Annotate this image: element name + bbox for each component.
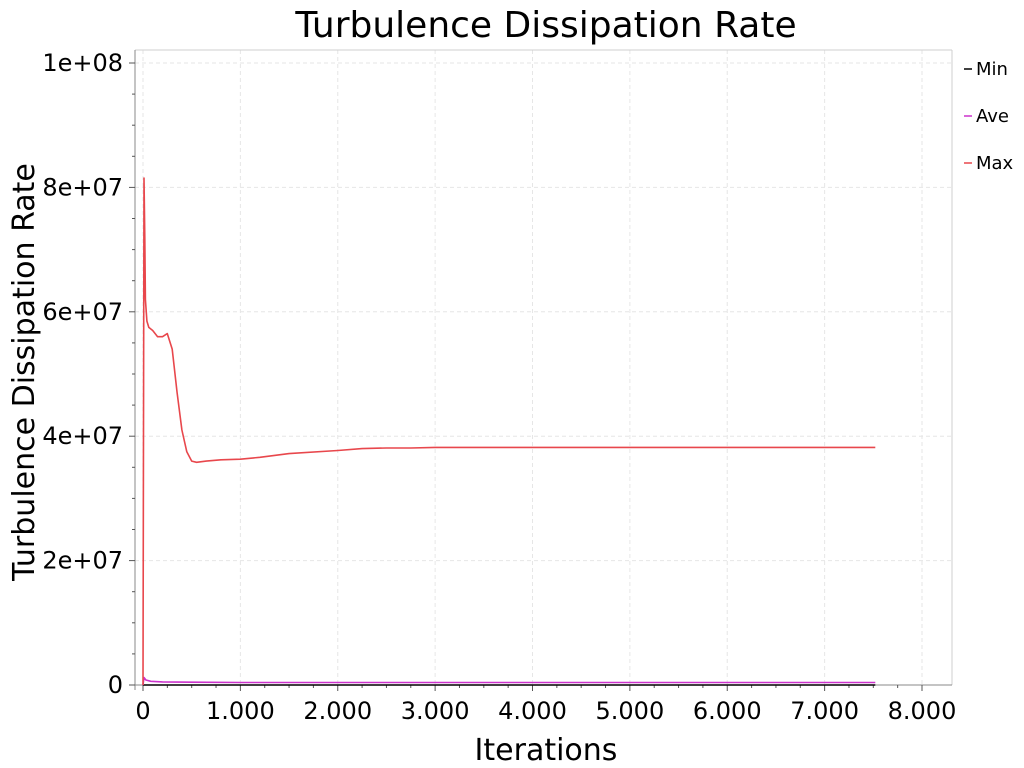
y-tick-label: 0 <box>108 671 123 699</box>
plot-area <box>130 49 953 690</box>
y-axis-label: Turbulence Dissipation Rate <box>7 163 42 582</box>
x-tick-label: 4.000 <box>498 697 567 725</box>
y-tick-label: 2e+07 <box>42 547 123 575</box>
x-tick-label: 0 <box>135 697 150 725</box>
y-tick-label: 8e+07 <box>42 173 123 201</box>
x-axis-label: Iterations <box>475 733 618 768</box>
x-tick-label: 6.000 <box>693 697 762 725</box>
legend-label-ave: Ave <box>976 106 1009 127</box>
x-tick-label: 3.000 <box>401 697 470 725</box>
y-axis: 0 2e+07 4e+07 6e+07 8e+07 1e+08 <box>42 49 135 699</box>
x-tick-label: 2.000 <box>303 697 372 725</box>
legend: Min Ave Max <box>964 59 1014 174</box>
y-tick-label: 6e+07 <box>42 298 123 326</box>
y-tick-label: 4e+07 <box>42 422 123 450</box>
series-layer <box>142 177 876 686</box>
x-tick-label: 7.000 <box>790 697 859 725</box>
series-line-ave <box>142 676 876 686</box>
x-tick-label: 1.000 <box>206 697 275 725</box>
series-line-max <box>142 177 876 686</box>
chart-title: Turbulence Dissipation Rate <box>294 5 796 46</box>
y-tick-label: 1e+08 <box>42 49 123 77</box>
x-axis: 0 1.000 2.000 3.000 4.000 5.000 6.000 7.000 8.00… <box>135 685 956 725</box>
x-tick-label: 8.000 <box>888 697 957 725</box>
x-tick-label: 5.000 <box>596 697 665 725</box>
legend-label-max: Max <box>976 153 1014 174</box>
legend-label-min: Min <box>976 59 1008 80</box>
